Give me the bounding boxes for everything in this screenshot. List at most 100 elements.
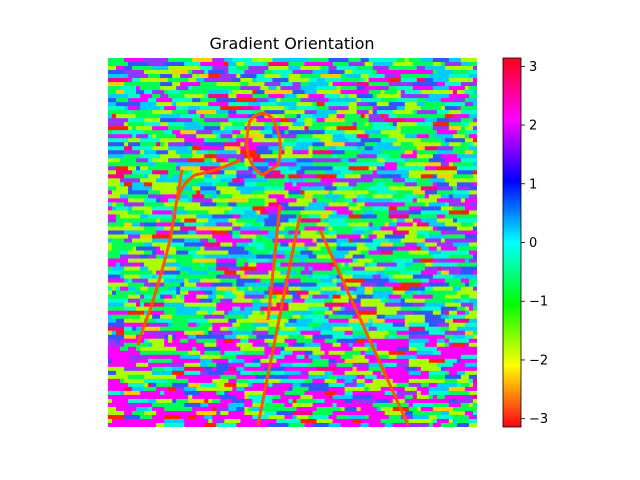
heatmap-cell [120,194,129,199]
heatmap-cell [172,130,181,135]
heatmap-cell [360,250,369,255]
heatmap-cell [200,262,205,267]
heatmap-cell [112,290,117,295]
heatmap-cell [300,394,313,400]
heatmap-cell [192,194,205,199]
heatmap-cell [124,202,145,207]
heatmap-cell [396,126,402,131]
heatmap-cell [388,350,406,356]
heatmap-cell [452,146,470,151]
heatmap-cell [264,390,285,396]
heatmap-cell [408,174,422,179]
heatmap-cell [380,386,390,392]
heatmap-cell [288,326,297,332]
heatmap-cell [128,354,149,360]
heatmap-cell [368,118,386,123]
heatmap-cell [468,194,477,199]
heatmap-cell [320,342,329,348]
heatmap-cell [384,270,402,275]
heatmap-cell [436,414,454,420]
heatmap-cell [272,150,281,155]
heatmap-cell [332,326,353,332]
heatmap-cell [260,154,281,159]
heatmap-cell [300,270,313,275]
heatmap-cell [140,150,145,155]
heatmap-cell [160,118,177,123]
heatmap-cell [284,402,293,408]
heatmap-cell [196,206,213,211]
heatmap-cell [268,210,281,215]
heatmap-cell [316,254,333,259]
heatmap-cell [148,166,157,171]
heatmap-cell [272,114,285,119]
heatmap-cell [332,334,353,340]
heatmap-cell [124,246,133,251]
heatmap-cell [328,374,337,380]
heatmap-cell [328,362,337,368]
heatmap-cell [144,122,161,127]
heatmap-cell [260,130,273,135]
heatmap-cell [156,74,161,79]
heatmap-cell [460,142,470,147]
heatmap-cell [252,402,265,408]
heatmap-cell [464,138,474,143]
heatmap-cell [304,90,317,95]
heatmap-cell [332,306,341,311]
heatmap-cell [220,134,233,139]
heatmap-cell [376,230,394,235]
heatmap-cell [140,234,153,239]
heatmap-cell [196,230,213,235]
heatmap-cell [288,318,297,324]
heatmap-cell [336,362,349,368]
heatmap-cell [284,130,289,135]
heatmap-cell [180,290,189,295]
heatmap-cell [316,86,337,91]
heatmap-cell [452,298,462,303]
heatmap-cell [456,418,470,424]
heatmap-cell [172,334,177,340]
heatmap-cell [472,222,477,227]
heatmap-cell [116,134,129,139]
heatmap-cell [388,330,398,336]
heatmap-cell [344,102,349,107]
heatmap-cell [444,178,462,183]
heatmap-cell [168,146,189,151]
heatmap-cell [424,102,446,107]
heatmap-cell [264,90,277,95]
heatmap-cell [348,214,361,219]
heatmap-cell [416,150,438,155]
heatmap-cell [444,338,450,344]
heatmap-cell [232,362,245,368]
heatmap-cell [252,302,261,307]
heatmap-cell [248,202,265,207]
heatmap-cell [360,302,374,307]
heatmap-cell [384,130,402,135]
heatmap-cell [200,62,205,67]
heatmap-cell [420,366,442,372]
heatmap-cell [436,90,454,95]
heatmap-cell [436,266,442,271]
heatmap-cell [216,362,229,368]
heatmap-cell [472,162,477,167]
heatmap-cell [400,370,410,376]
heatmap-cell [348,206,361,211]
heatmap-cell [456,358,462,364]
heatmap-cell [260,278,265,283]
heatmap-cell [236,134,245,139]
heatmap-cell [144,250,153,255]
heatmap-cell [232,206,253,211]
heatmap-cell [344,398,353,404]
heatmap-cell [224,58,233,63]
heatmap-cell [296,102,313,107]
heatmap-cell [432,174,438,179]
heatmap-cell [280,134,297,139]
heatmap-cell [324,310,333,315]
heatmap-cell [132,206,153,211]
heatmap-cell [400,302,414,307]
heatmap-cell [176,334,189,340]
heatmap-cell [460,106,477,111]
heatmap-cell [300,370,309,376]
heatmap-cell [400,130,422,135]
heatmap-cell [132,222,141,227]
heatmap-cell [160,174,169,179]
